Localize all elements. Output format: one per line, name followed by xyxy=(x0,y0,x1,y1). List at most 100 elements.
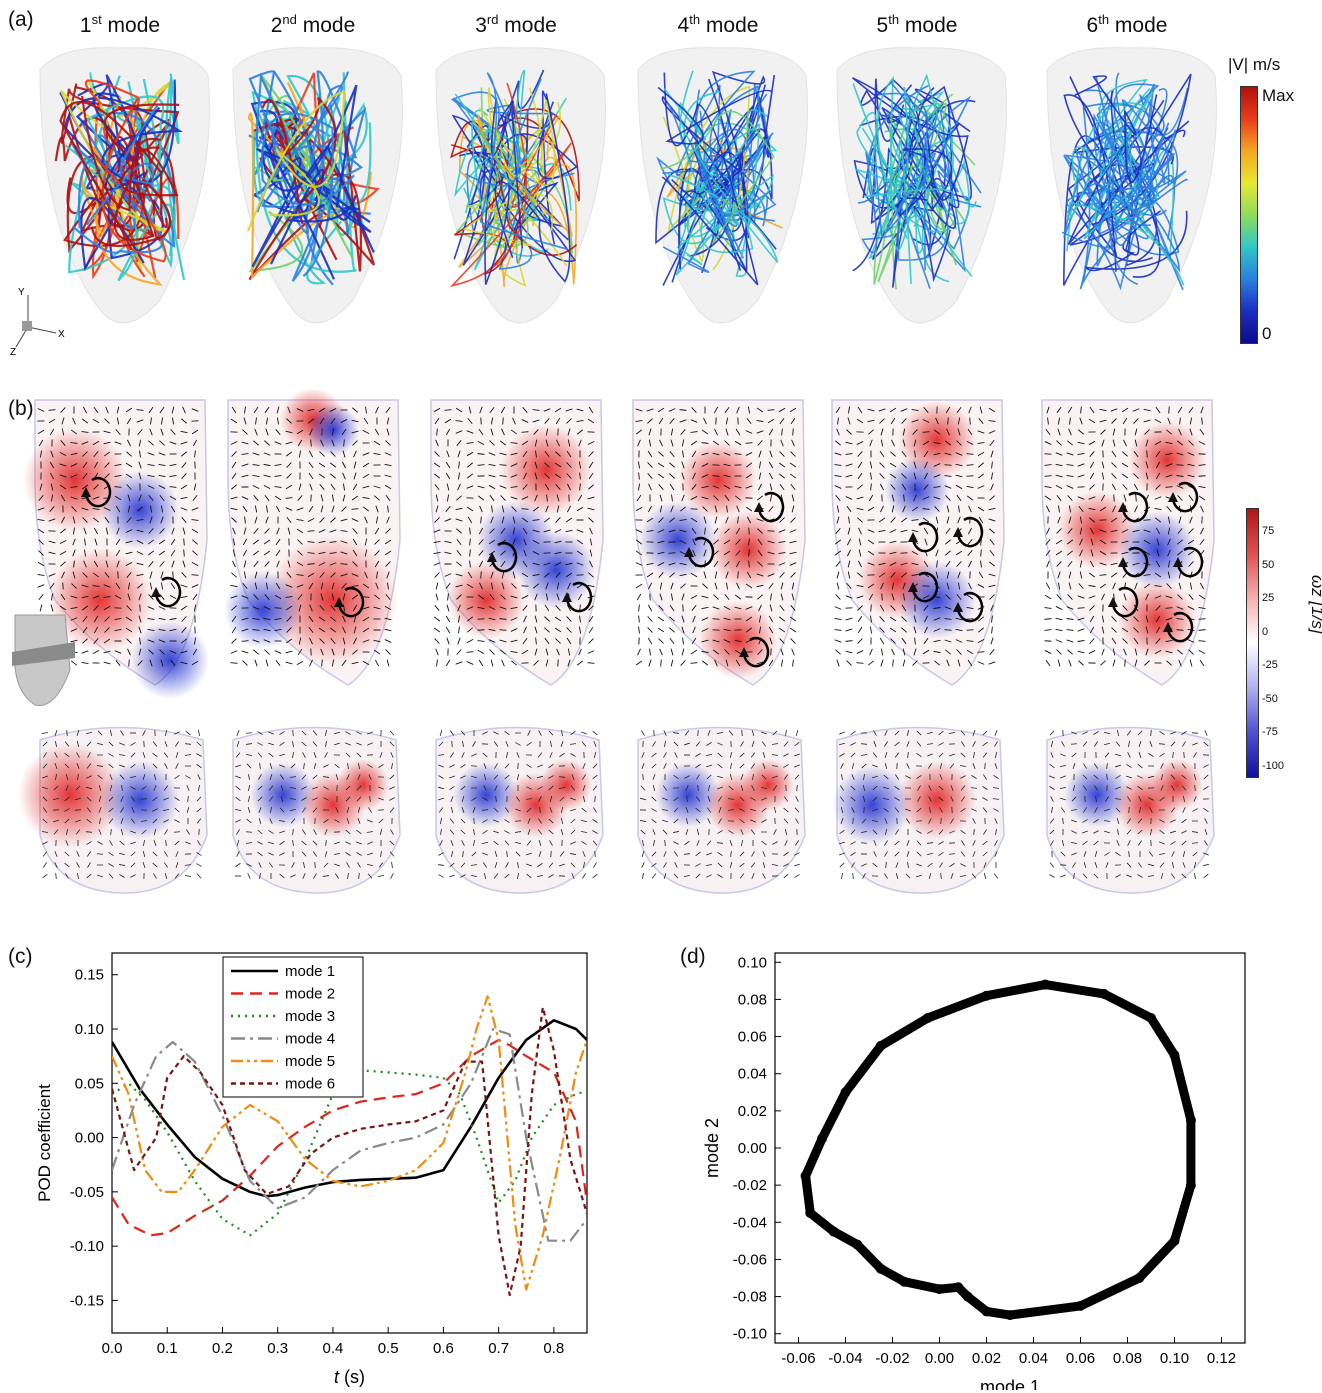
velocity-arrow xyxy=(1154,649,1162,655)
velocity-arrow xyxy=(352,407,358,413)
velocity-arrow xyxy=(258,862,262,868)
velocity-arrow xyxy=(434,417,440,425)
velocity-arrow xyxy=(635,539,643,545)
velocity-arrow xyxy=(163,862,169,868)
velocity-arrow xyxy=(255,417,257,425)
velocity-arrow xyxy=(758,450,762,458)
velocity-arrow xyxy=(1111,462,1117,468)
velocity-arrow xyxy=(703,417,707,425)
velocity-arrow xyxy=(544,572,550,578)
velocity-arrow xyxy=(949,763,955,769)
velocity-arrow xyxy=(433,529,441,533)
velocity-arrow xyxy=(966,464,974,466)
velocity-arrow xyxy=(957,659,961,667)
velocity-arrow xyxy=(543,529,551,533)
velocity-arrow xyxy=(635,420,643,422)
velocity-arrow xyxy=(483,785,487,791)
velocity-arrow xyxy=(342,472,346,480)
velocity-arrow xyxy=(72,516,76,524)
velocity-arrow xyxy=(1056,594,1062,600)
velocity-arrow xyxy=(582,763,586,769)
velocity-arrow xyxy=(373,440,381,446)
velocity-arrow xyxy=(960,808,966,812)
velocity-arrow xyxy=(889,562,897,566)
velocity-arrow xyxy=(727,798,735,800)
velocity-arrow xyxy=(560,741,564,747)
velocity-arrow xyxy=(182,406,186,414)
velocity-arrow xyxy=(534,626,538,634)
velocity-arrow xyxy=(756,407,764,413)
velocity-arrow xyxy=(673,807,679,813)
velocity-arrow xyxy=(750,829,756,835)
velocity-arrow xyxy=(1116,818,1120,824)
vortex-circulation-arrow xyxy=(1167,481,1199,513)
velocity-arrow xyxy=(98,795,102,803)
velocity-arrow xyxy=(384,452,392,456)
velocity-arrow xyxy=(346,818,350,824)
velocity-arrow xyxy=(436,428,438,436)
velocity-arrow xyxy=(308,615,314,623)
velocity-arrow xyxy=(268,841,274,845)
velocity-arrow xyxy=(298,637,302,645)
velocity-arrow xyxy=(834,539,842,545)
velocity-arrow xyxy=(186,829,190,835)
velocity-arrow xyxy=(548,818,554,824)
velocity-arrow xyxy=(648,483,652,491)
velocity-arrow xyxy=(692,626,696,634)
velocity-arrow xyxy=(1093,830,1099,834)
velocity-arrow xyxy=(389,851,395,857)
velocity-arrow xyxy=(193,604,197,612)
vorticity-short-axis-mode-5 xyxy=(833,726,1005,894)
velocity-arrow xyxy=(559,753,565,757)
velocity-arrow xyxy=(64,808,70,812)
velocity-arrow xyxy=(285,484,293,490)
velocity-arrow xyxy=(50,494,54,502)
velocity-arrow xyxy=(1060,874,1066,878)
velocity-arrow xyxy=(756,573,764,577)
velocity-arrow xyxy=(747,406,751,414)
velocity-arrow xyxy=(54,851,58,857)
velocity-arrow xyxy=(241,474,249,478)
velocity-arrow xyxy=(77,773,79,781)
velocity-arrow xyxy=(783,818,789,824)
velocity-arrow xyxy=(593,807,597,813)
streamline xyxy=(662,132,774,274)
velocity-arrow xyxy=(275,505,281,513)
velocity-arrow xyxy=(449,785,455,791)
velocity-arrow xyxy=(264,440,270,446)
velocity-arrow xyxy=(440,817,442,825)
velocity-arrow xyxy=(713,594,719,600)
velocity-arrow xyxy=(944,629,952,631)
velocity-arrow xyxy=(373,606,381,610)
velocity-arrow xyxy=(1193,796,1197,802)
velocity-arrow xyxy=(120,807,124,813)
velocity-arrow xyxy=(196,852,202,856)
velocity-arrow xyxy=(499,485,507,489)
velocity-arrow xyxy=(137,583,143,589)
velocity-arrow xyxy=(1198,629,1206,631)
x-tick-label: 0.8 xyxy=(543,1340,564,1357)
velocity-arrow xyxy=(374,560,380,568)
velocity-arrow xyxy=(104,516,110,524)
velocity-arrow xyxy=(252,452,260,456)
velocity-arrow xyxy=(158,452,166,456)
velocity-arrow xyxy=(668,529,676,533)
velocity-arrow xyxy=(794,764,800,768)
velocity-arrow xyxy=(243,571,247,579)
velocity-arrow xyxy=(362,497,370,499)
velocity-arrow xyxy=(870,483,872,491)
velocity-arrow xyxy=(511,583,517,589)
velocity-arrow xyxy=(835,406,841,414)
velocity-arrow xyxy=(745,506,753,512)
velocity-arrow xyxy=(232,538,236,546)
velocity-arrow xyxy=(946,582,950,590)
velocity-arrow xyxy=(883,741,889,747)
mode-title-4: 4th mode xyxy=(677,12,759,37)
velocity-arrow xyxy=(495,795,497,803)
velocity-arrow xyxy=(278,753,286,757)
velocity-arrow xyxy=(914,637,916,645)
velocity-arrow xyxy=(254,571,258,579)
velocity-arrow xyxy=(783,753,789,757)
velocity-arrow xyxy=(142,850,146,858)
velocity-arrow xyxy=(983,829,987,835)
